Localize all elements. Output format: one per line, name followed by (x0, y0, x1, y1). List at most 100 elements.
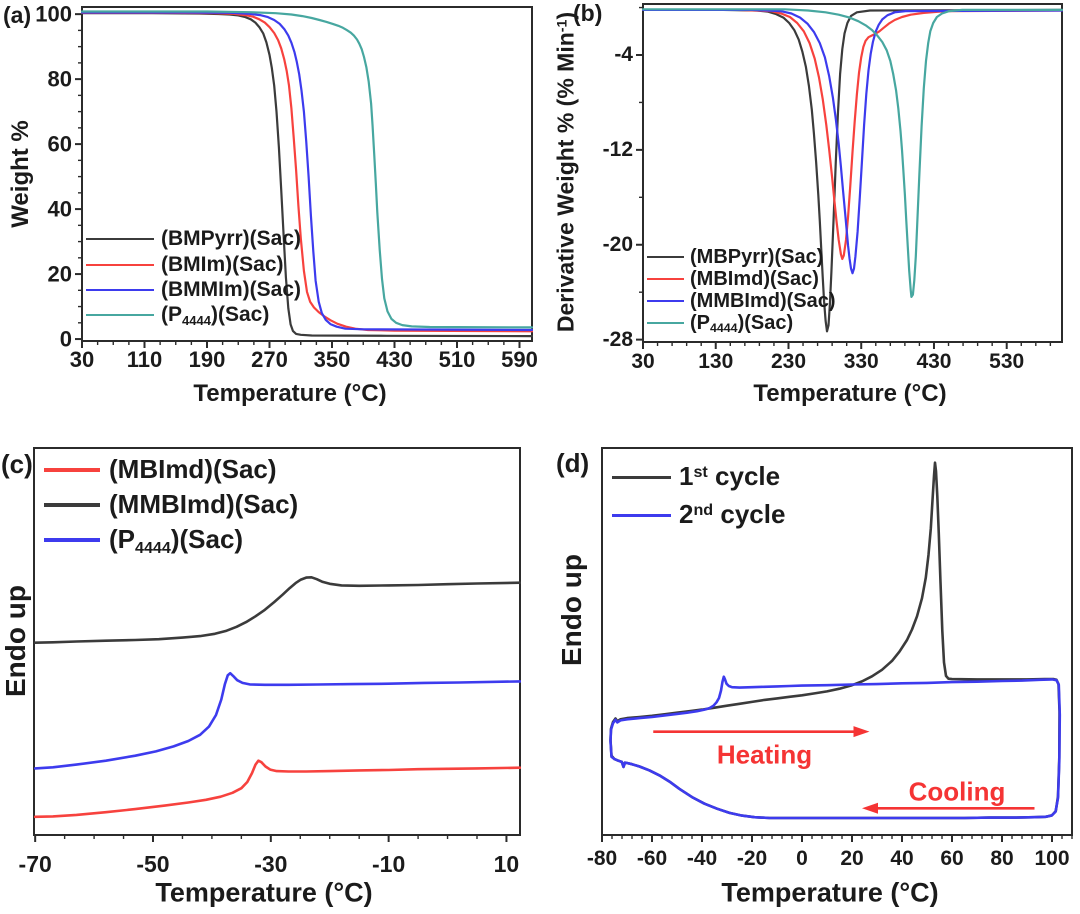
legend-swatch-black-line (44, 503, 100, 507)
legend-label-text: (MBImd)(Sac) (109, 454, 277, 485)
legend-label: (BMMIm)(Sac) (161, 277, 301, 301)
panel-d-y-axis-title: Endo up (556, 554, 587, 666)
panel-d-series-cycle2 (609, 675, 1062, 820)
legend-label: (P4444)(Sac) (690, 311, 794, 336)
panel-b-legend-item: (MMBImd)(Sac) (647, 286, 836, 316)
panel-a-x-tick-label: 30 (69, 347, 95, 372)
panel-b-legend-item: (MBImd)(Sac) (647, 264, 819, 294)
panel-d-x-tick-label: 20 (840, 847, 864, 870)
legend-swatch-blue-line (612, 513, 671, 517)
panel-c-x-ticks (34, 835, 508, 842)
legend-label-text: (MMBImd)(Sac) (109, 489, 299, 520)
legend-swatch-teal-line (647, 321, 684, 325)
panel-d-x-tick-label: 80 (990, 847, 1014, 870)
panel-d-annotation-heating: Heating (716, 739, 813, 770)
panel-d-legend-item: 2nd cycle (612, 496, 785, 535)
panel-a-x-tick-label: 190 (188, 347, 226, 372)
panel-c-series-mbimd (33, 759, 521, 819)
panel-d-x-tick-label: -20 (736, 847, 768, 870)
panel-a-x-tick-label: 430 (376, 347, 413, 372)
panel-a-y-tick-label: 0 (59, 326, 72, 352)
legend-label: (MMBImd)(Sac) (690, 289, 836, 312)
panel-b-series-mbpyrr (642, 8, 1063, 333)
panel-d-frame (601, 447, 1073, 836)
legend-swatch-red-line (647, 277, 684, 281)
panel-a-plot (75, 6, 533, 348)
panel-c-x-tick-label: -10 (372, 851, 406, 877)
panel-d-x-tick-label: 40 (890, 847, 914, 870)
panel-c-legend-item: (P4444)(Sac) (44, 521, 243, 560)
legend-label-text: (P (109, 524, 135, 555)
legend-label-text: )(Sac) (737, 311, 794, 334)
panel-b-y-axis-title: Derivative Weight % (% Min-1) (553, 12, 580, 332)
panel-d-x-tick-label: 0 (796, 847, 808, 870)
panel-b-series-mbimd (642, 8, 1063, 261)
legend-label: (BMIm)(Sac) (161, 252, 284, 276)
panel-b-x-ticks (642, 342, 1008, 349)
legend-swatch-blue-line (86, 288, 154, 292)
panel-b-legend-item: (MBPyrr)(Sac) (647, 242, 823, 272)
panel-d-x-tick-label: -40 (686, 847, 718, 870)
legend-label: (MBImd)(Sac) (109, 456, 277, 483)
panel-a-series-bmim (81, 11, 533, 333)
legend-swatch-black-line (647, 255, 684, 259)
panel-b-y-tick-label: -28 (602, 327, 633, 351)
panel-a-x-tick-label: 590 (501, 347, 538, 372)
legend-swatch-blue-line (44, 538, 100, 542)
panel-c-series-mmbimd (33, 576, 521, 644)
panel-c-legend-item: (MMBImd)(Sac) (44, 486, 298, 525)
legend-label-subscript: 4444 (182, 312, 211, 328)
panel-b-y-tick-label: -4 (614, 42, 633, 66)
legend-label-text: )(Sac) (170, 524, 244, 555)
panel-a-series-bmmim (81, 11, 533, 332)
panel-c-plot (33, 447, 521, 842)
panel-a-tag: (a) (3, 2, 32, 28)
legend-label-text: (BMIm)(Sac) (161, 252, 284, 276)
panel-d-x-tick-label: 100 (1034, 847, 1070, 870)
legend-swatch-black-line (612, 475, 671, 479)
legend-label-text: (MMBImd)(Sac) (690, 289, 836, 312)
panel-a-x-tick-label: 110 (126, 347, 163, 372)
panel-d-tag: (d) (556, 448, 590, 478)
panel-b-x-tick-label: 230 (770, 350, 807, 373)
panel-b-x-axis-title: Temperature (°C) (753, 380, 947, 407)
panel-b-x-tick-label: 130 (698, 350, 734, 373)
panel-a-y-tick-label: 40 (47, 196, 72, 222)
panel-c-frame (33, 447, 521, 836)
panel-c-legend-item: (MBImd)(Sac) (44, 451, 277, 490)
panel-c-series-p4444 (33, 671, 521, 770)
legend-label: (MMBImd)(Sac) (109, 491, 298, 518)
legend-label-subscript: 4444 (710, 321, 738, 336)
panel-b-x-tick-label: 30 (631, 350, 655, 373)
panel-b-y-tick-label: -20 (602, 232, 633, 256)
panel-a-frame (81, 6, 533, 342)
panel-a-y-tick-label: 20 (47, 261, 72, 287)
panel-a-legend-item: (BMMIm)(Sac) (86, 274, 301, 306)
panel-d-x-tick-label: -60 (636, 847, 668, 870)
panel-b-y-title-superscript: -1 (554, 19, 571, 33)
panel-a-y-ticks (75, 13, 82, 341)
panel-a-y-axis-title: Weight % (7, 120, 34, 228)
panel-c-x-axis-title: Temperature (°C) (155, 877, 373, 908)
legend-label: (P4444)(Sac) (161, 302, 269, 328)
panel-a-x-axis-title: Temperature (°C) (193, 380, 387, 407)
legend-label: (MBImd)(Sac) (690, 268, 819, 290)
panel-b-x-tick-label: 530 (989, 350, 1025, 373)
legend-label-superscript: st (693, 463, 708, 482)
legend-swatch-teal-line (86, 313, 154, 317)
panel-a-series-p4444 (81, 10, 533, 329)
legend-label-text: (P (690, 311, 710, 334)
panel-b-y-ticks (636, 53, 643, 341)
panel-a-x-ticks (81, 341, 521, 348)
panel-b-y-title-text: Derivative Weight % (% Min (552, 32, 579, 333)
panel-a-y-tick-label: 80 (47, 66, 72, 92)
legend-label-subscript: 4444 (135, 539, 171, 558)
legend-label-text: (P (161, 302, 182, 326)
panel-c-x-tick-label: -50 (136, 851, 170, 877)
legend-label-text: 1 (679, 461, 694, 492)
legend-label-text: (BMMIm)(Sac) (161, 277, 301, 301)
panel-d-plot (601, 447, 1073, 842)
legend-swatch-black-line (86, 237, 154, 241)
